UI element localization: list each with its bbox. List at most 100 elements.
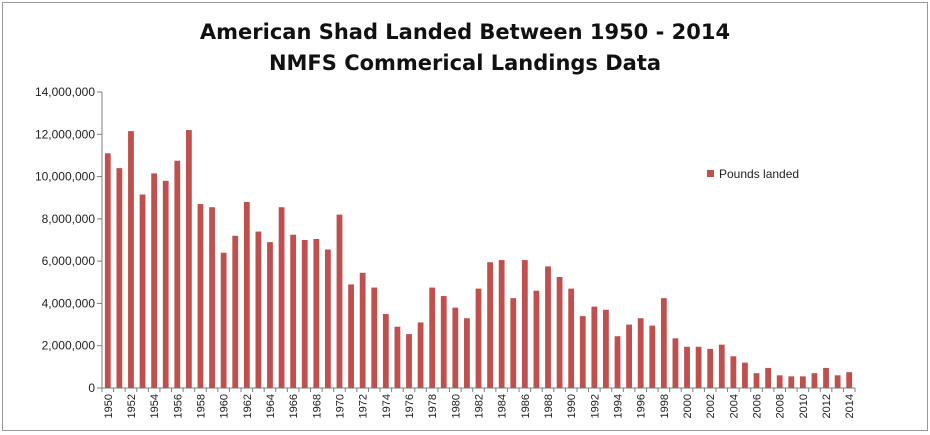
bar-1974 <box>382 314 389 388</box>
bar-1960 <box>220 252 227 388</box>
chart-title: American Shad Landed Between 1950 - 2014 <box>199 20 731 44</box>
bar-1993 <box>603 309 609 388</box>
bar-1979 <box>440 296 447 388</box>
bar-1989 <box>556 277 563 388</box>
bar-1951 <box>116 168 123 388</box>
bar-1975 <box>394 326 401 388</box>
x-tick-label: 1950 <box>103 394 115 418</box>
bar-2009 <box>788 376 795 388</box>
bar-2014 <box>846 372 853 388</box>
bar-1991 <box>579 316 586 388</box>
bar-2013 <box>834 375 841 388</box>
x-tick-label: 1954 <box>149 394 161 418</box>
x-tick-label: 1996 <box>636 394 648 418</box>
bar-2002 <box>707 348 714 388</box>
bar-1968 <box>313 238 320 388</box>
x-tick-label: 2000 <box>682 394 694 418</box>
bar-2008 <box>776 375 783 388</box>
x-tick-label: 1986 <box>520 394 532 418</box>
y-tick-label: 6,000,000 <box>42 254 96 268</box>
x-tick-label: 2006 <box>752 394 764 418</box>
y-tick-label: 4,000,000 <box>42 296 96 310</box>
bar-1953 <box>139 194 146 388</box>
bar-2011 <box>811 373 818 388</box>
x-tick-label: 1964 <box>265 394 277 418</box>
x-tick-label: 2010 <box>798 394 810 418</box>
bar-1971 <box>348 284 354 388</box>
x-tick-label: 1980 <box>450 394 462 418</box>
bar-1964 <box>267 242 273 388</box>
bar-chart: 0 2,000,000 4,000,000 6,000,000 8,000,000 10,… <box>35 85 856 418</box>
x-tick-label: 2014 <box>844 394 856 418</box>
x-tick-label: 1972 <box>358 394 370 418</box>
x-tick-label: 1994 <box>613 394 625 418</box>
x-tick-label: 1970 <box>334 394 346 418</box>
bar-1976 <box>406 334 412 388</box>
x-tick-label: 1952 <box>126 394 138 418</box>
bar-2010 <box>799 376 806 388</box>
bar-1984 <box>498 260 505 388</box>
bar-1992 <box>591 306 598 388</box>
bar-1963 <box>255 231 262 388</box>
bar-1959 <box>209 207 215 388</box>
bar-1997 <box>649 325 656 388</box>
bar-1969 <box>325 249 331 388</box>
bar-1990 <box>568 288 575 388</box>
x-tick-label: 1990 <box>566 394 578 418</box>
x-tick-label: 2012 <box>821 394 833 418</box>
y-tick-label: 0 <box>88 381 95 395</box>
bar-1950 <box>104 153 111 388</box>
bar-1998 <box>660 298 667 388</box>
x-tick-label: 1992 <box>589 394 601 418</box>
bar-1980 <box>452 307 459 388</box>
x-tick-label: 1984 <box>497 394 509 418</box>
bar-2001 <box>695 346 702 388</box>
bar-1955 <box>162 180 169 388</box>
bar-1962 <box>243 201 250 388</box>
bar-1981 <box>464 318 470 388</box>
bar-1994 <box>614 336 621 388</box>
x-tick-label: 1968 <box>311 394 323 418</box>
bar-1954 <box>151 173 158 388</box>
y-tick-label: 10,000,000 <box>35 170 95 184</box>
bar-1956 <box>174 160 181 388</box>
bar-1973 <box>371 287 378 388</box>
bar-2012 <box>823 367 829 388</box>
x-tick-label: 1958 <box>195 394 207 418</box>
bar-1982 <box>475 288 482 388</box>
bar-1978 <box>429 287 436 388</box>
bar-1966 <box>290 234 297 388</box>
bar-1958 <box>197 204 204 388</box>
y-tick-label: 8,000,000 <box>42 212 96 226</box>
bar-1972 <box>359 272 366 388</box>
y-tick-label: 2,000,000 <box>42 339 96 353</box>
bar-1967 <box>301 240 308 388</box>
x-tick-label: 1988 <box>543 394 555 418</box>
bar-1985 <box>510 298 517 388</box>
chart-subtitle: NMFS Commerical Landings Data <box>268 51 662 75</box>
bar-1957 <box>185 130 192 388</box>
bar-2005 <box>742 362 748 388</box>
bar-2006 <box>753 373 760 388</box>
bar-2000 <box>684 346 690 388</box>
x-tick-label: 2008 <box>775 394 787 418</box>
bar-1996 <box>637 318 644 388</box>
bar-2007 <box>765 367 772 388</box>
x-tick-label: 1956 <box>172 394 184 418</box>
bar-1952 <box>128 131 134 389</box>
x-tick-label: 1966 <box>288 394 300 418</box>
x-tick-label: 1974 <box>381 394 393 418</box>
bar-1970 <box>336 214 343 388</box>
bar-1995 <box>626 324 632 388</box>
bar-2003 <box>718 344 725 388</box>
x-tick-label: 2002 <box>705 394 717 418</box>
x-tick-label: 1998 <box>659 394 671 418</box>
y-tick-label: 14,000,000 <box>35 85 95 99</box>
bar-1986 <box>521 260 528 388</box>
bar-1977 <box>417 322 424 388</box>
bar-1983 <box>487 262 493 388</box>
bar-1999 <box>672 338 679 388</box>
legend-swatch <box>707 170 714 177</box>
x-tick-label: 1960 <box>219 394 231 418</box>
